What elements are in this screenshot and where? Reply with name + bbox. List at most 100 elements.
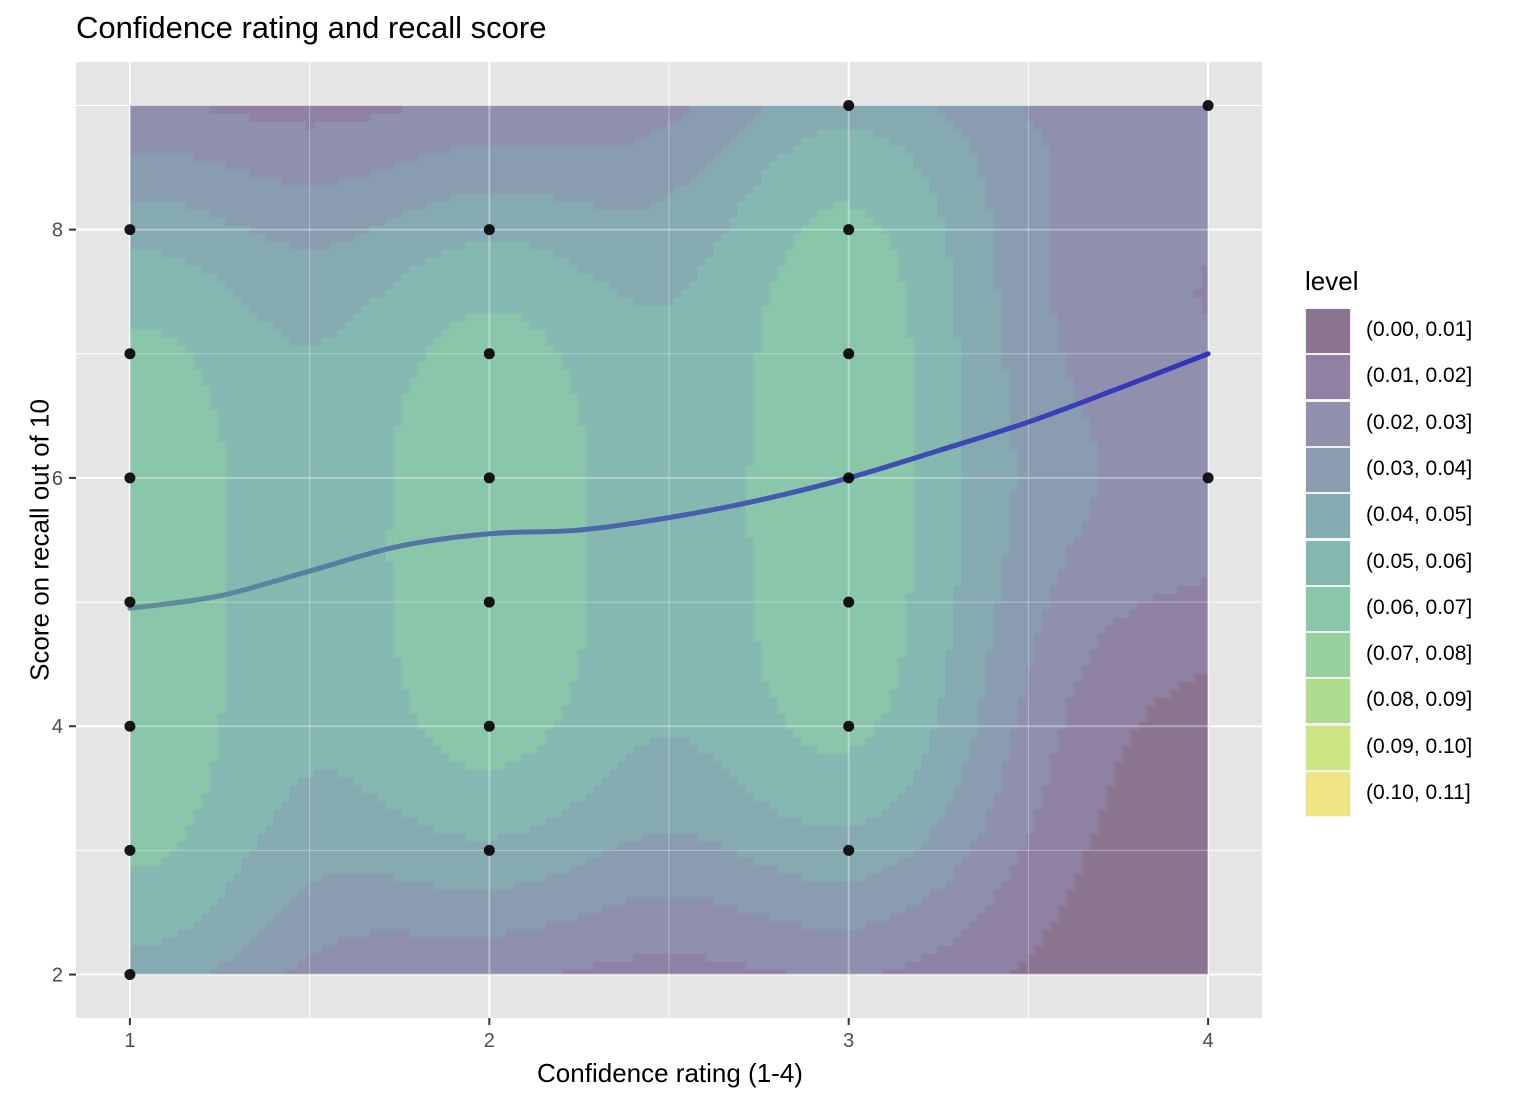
density-cell: [281, 193, 291, 202]
density-cell: [929, 305, 939, 314]
density-cell: [705, 209, 715, 218]
density-cell: [265, 129, 275, 138]
density-cell: [385, 353, 395, 362]
density-cell: [385, 145, 395, 154]
density-cell: [305, 273, 315, 282]
density-cell: [521, 313, 531, 322]
density-cell: [1161, 145, 1171, 154]
density-cell: [257, 345, 267, 354]
density-cell: [489, 177, 499, 186]
density-cell: [473, 369, 483, 378]
density-cell: [817, 361, 827, 370]
density-cell: [185, 313, 195, 322]
density-cell: [1193, 305, 1203, 314]
density-cell: [745, 281, 755, 290]
density-cell: [1073, 265, 1083, 274]
density-cell: [697, 121, 707, 130]
density-cell: [441, 273, 451, 282]
density-cell: [753, 217, 763, 226]
density-cell: [913, 177, 923, 186]
density-cell: [1201, 113, 1209, 122]
density-cell: [313, 177, 323, 186]
density-cell: [577, 217, 587, 226]
density-cell: [185, 329, 195, 338]
density-cell: [809, 121, 819, 130]
density-cell: [193, 289, 203, 298]
density-cell: [705, 369, 715, 378]
density-cell: [1113, 137, 1123, 146]
density-cell: [1009, 201, 1019, 210]
density-cell: [937, 241, 947, 250]
density-cell: [1185, 321, 1195, 330]
density-cell: [385, 105, 395, 114]
density-cell: [737, 273, 747, 282]
density-cell: [977, 273, 987, 282]
density-cell: [649, 361, 659, 370]
density-cell: [985, 177, 995, 186]
density-cell: [393, 305, 403, 314]
density-cell: [785, 193, 795, 202]
density-cell: [977, 169, 987, 178]
density-cell: [841, 217, 851, 226]
density-cell: [921, 281, 931, 290]
density-cell: [913, 313, 923, 322]
density-cell: [513, 297, 523, 306]
density-cell: [1089, 217, 1099, 226]
density-cell: [281, 353, 291, 362]
density-cell: [481, 169, 491, 178]
density-cell: [649, 137, 659, 146]
density-cell: [1009, 393, 1019, 402]
density-cell: [889, 113, 899, 122]
density-cell: [1137, 145, 1147, 154]
density-cell: [201, 225, 211, 234]
density-cell: [1025, 385, 1035, 394]
density-cell: [689, 305, 699, 314]
density-cell: [817, 137, 827, 146]
density-cell: [361, 361, 371, 370]
density-cell: [225, 129, 235, 138]
density-cell: [1145, 305, 1155, 314]
density-cell: [897, 377, 907, 386]
density-cell: [721, 249, 731, 258]
density-cell: [721, 257, 731, 266]
density-cell: [305, 105, 315, 114]
density-cell: [337, 369, 347, 378]
density-cell: [569, 329, 579, 338]
density-cell: [505, 281, 515, 290]
density-cell: [409, 385, 419, 394]
density-cell: [769, 265, 779, 274]
density-cell: [329, 193, 339, 202]
density-cell: [161, 129, 171, 138]
density-cell: [169, 137, 179, 146]
density-cell: [585, 273, 595, 282]
density-cell: [521, 345, 531, 354]
density-cell: [337, 385, 347, 394]
density-cell: [681, 321, 691, 330]
density-cell: [617, 161, 627, 170]
density-cell: [753, 209, 763, 218]
density-cell: [1105, 153, 1115, 162]
density-cell: [497, 121, 507, 130]
density-cell: [457, 201, 467, 210]
density-cell: [393, 137, 403, 146]
density-cell: [1057, 361, 1067, 370]
density-cell: [1169, 305, 1179, 314]
density-cell: [1001, 161, 1011, 170]
density-cell: [801, 113, 811, 122]
density-cell: [713, 273, 723, 282]
density-cell: [697, 361, 707, 370]
density-cell: [713, 217, 723, 226]
density-cell: [569, 265, 579, 274]
density-cell: [705, 329, 715, 338]
density-cell: [913, 297, 923, 306]
density-cell: [369, 209, 379, 218]
density-cell: [1177, 289, 1187, 298]
density-cell: [273, 281, 283, 290]
density-cell: [409, 225, 419, 234]
density-cell: [409, 297, 419, 306]
density-cell: [201, 153, 211, 162]
density-cell: [497, 153, 507, 162]
density-cell: [377, 361, 387, 370]
density-cell: [457, 177, 467, 186]
density-cell: [889, 377, 899, 386]
